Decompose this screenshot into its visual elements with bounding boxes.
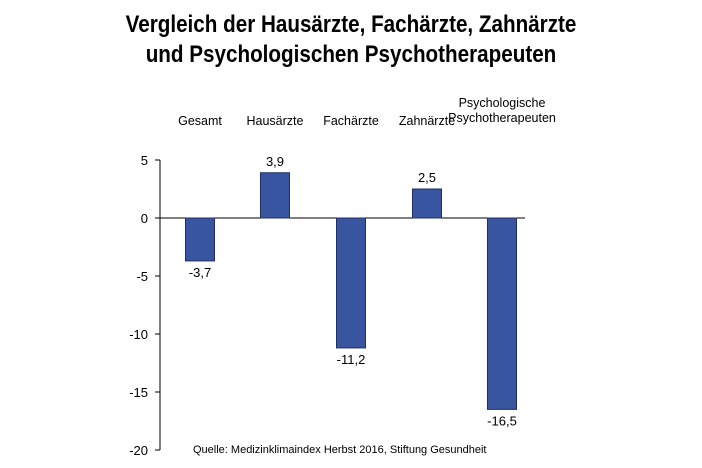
chart-title-line-2: und Psychologischen Psychotherapeuten [145, 41, 557, 68]
label-layer: Gesamt Hausärzte Fachärzte Zahnärzte Psychol… [178, 96, 556, 428]
axis-layer: 5 0 -5 -10 -15 -20 [129, 153, 525, 458]
category-label: Gesamt [178, 114, 222, 128]
data-label: -16,5 [487, 413, 517, 428]
y-tick-label: -5 [136, 269, 148, 284]
source-note: Quelle: Medizinklimaindex Herbst 2016, S… [193, 444, 487, 456]
data-label: 2,5 [418, 170, 436, 185]
y-tick-label: -20 [129, 443, 148, 458]
category-label: Fachärzte [323, 114, 379, 128]
data-label: -11,2 [337, 352, 366, 367]
bar [336, 217, 366, 349]
bar-layer [185, 172, 517, 410]
y-tick-label: 5 [141, 153, 148, 168]
category-label: Hausärzte [247, 114, 304, 128]
bar [487, 217, 517, 410]
y-tick-label: -10 [129, 327, 148, 342]
data-label: -3,7 [189, 265, 211, 280]
bar [185, 217, 215, 262]
category-label: Zahnärzte [399, 114, 455, 128]
chart-title-line-1: Vergleich der Hausärzte, Fachärzte, Zahn… [125, 11, 577, 38]
bar [412, 188, 442, 219]
category-label: Psychologische [459, 96, 546, 110]
y-tick-label: -15 [129, 385, 148, 400]
y-tick-label: 0 [141, 211, 148, 226]
category-label: Psychotherapeuten [448, 111, 556, 125]
chart-title: Vergleich der Hausärzte, Fachärzte, Zahn… [49, 10, 653, 70]
bar [260, 172, 290, 219]
data-label: 3,9 [266, 154, 284, 169]
